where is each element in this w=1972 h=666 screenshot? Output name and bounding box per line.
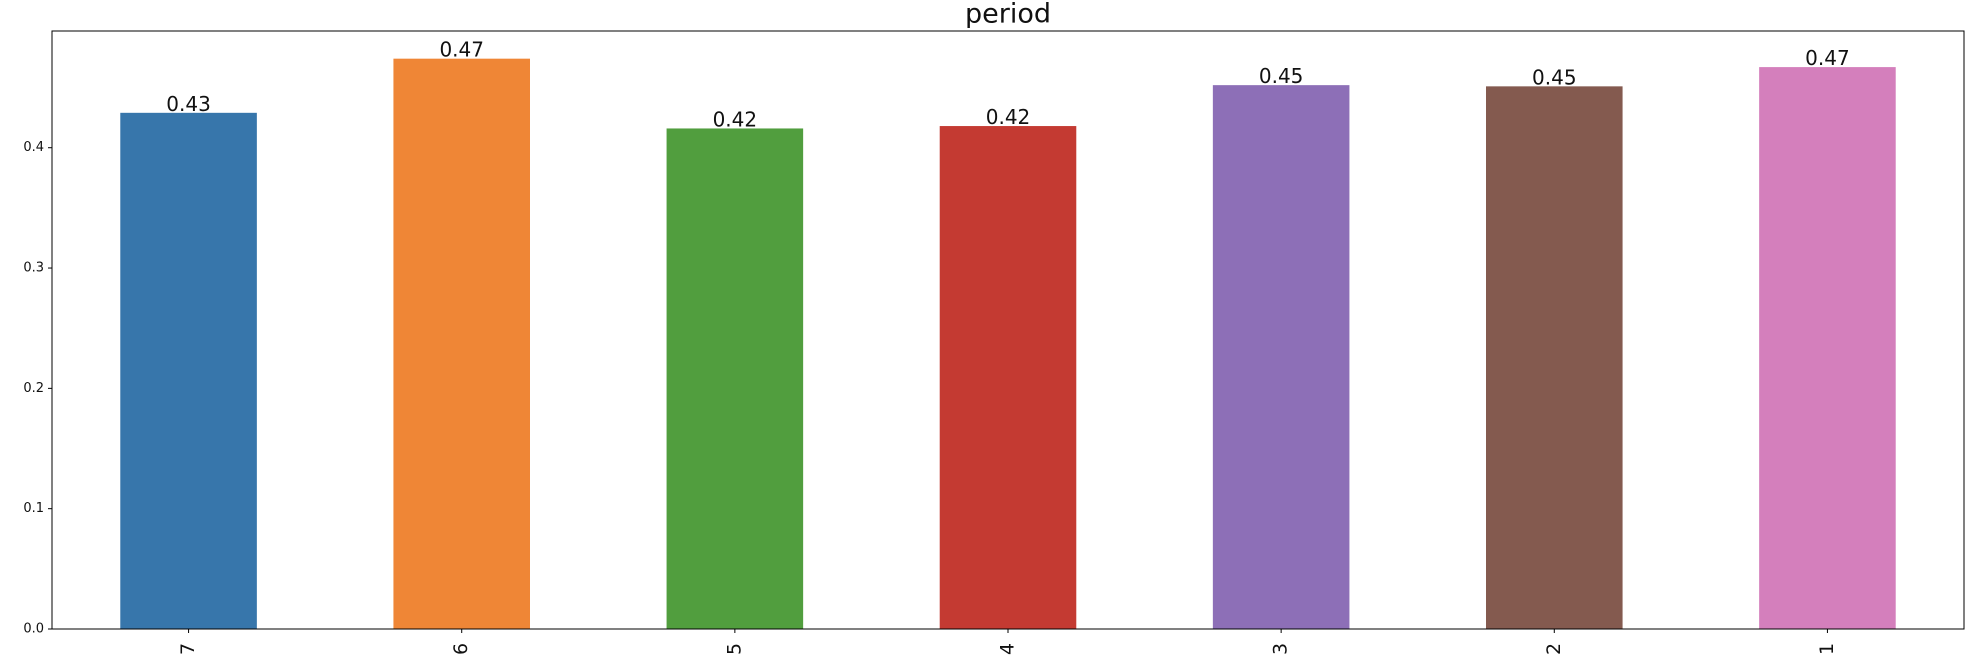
value-label: 0.42 [986, 105, 1031, 129]
x-tick-label: 6 [450, 643, 472, 655]
x-tick-label: 4 [997, 643, 1019, 655]
bar [1759, 67, 1896, 630]
y-tick-label: 0.0 [23, 622, 44, 637]
x-tick-label: 3 [1270, 643, 1292, 655]
value-label: 0.45 [1259, 64, 1304, 88]
value-label: 0.47 [1805, 46, 1850, 70]
value-label: 0.45 [1532, 65, 1577, 89]
x-tick-label: 2 [1543, 643, 1565, 655]
value-label: 0.43 [166, 92, 211, 116]
x-tick-label: 5 [723, 643, 745, 655]
bar [666, 128, 804, 630]
bar [1486, 86, 1623, 630]
value-label: 0.47 [439, 38, 484, 62]
y-tick-label: 0.4 [23, 140, 44, 155]
bar [393, 58, 530, 629]
bar [1212, 85, 1350, 629]
y-tick-label: 0.2 [23, 381, 44, 396]
x-tick-label: 7 [177, 643, 199, 655]
chart-title: period [965, 0, 1051, 30]
bar [939, 126, 1077, 630]
bar [120, 112, 257, 630]
y-tick-label: 0.1 [23, 501, 44, 516]
x-tick-label: 1 [1816, 643, 1838, 655]
plot-frame [51, 30, 1965, 630]
y-tick-label: 0.3 [23, 261, 44, 276]
value-label: 0.42 [713, 107, 758, 131]
